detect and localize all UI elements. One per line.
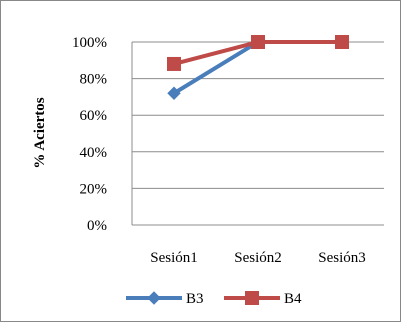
y-axis-title: % Aciertos <box>32 97 48 168</box>
y-tick-label: 20% <box>80 181 108 197</box>
legend-marker-b4 <box>245 291 259 305</box>
data-point-b4 <box>167 56 181 71</box>
y-tick-label: 60% <box>80 108 108 124</box>
y-tick-label: 80% <box>80 72 108 88</box>
y-tick-labels: 0% 20% 40% 60% 80% 100% <box>72 35 107 234</box>
legend: B3 B4 <box>126 291 302 307</box>
legend-label-b4: B4 <box>284 291 302 307</box>
data-point-b4 <box>251 35 265 49</box>
data-point-b4 <box>335 35 349 49</box>
y-tick-label: 40% <box>80 145 108 161</box>
series-line-b3 <box>172 40 344 96</box>
x-tick-labels: Sesión1 Sesión2 Sesión3 <box>150 250 366 266</box>
data-point-b3 <box>167 86 181 100</box>
x-tick-label: Sesión2 <box>234 250 282 266</box>
y-tick-label: 100% <box>72 35 107 51</box>
y-tick-label: 0% <box>87 218 107 234</box>
legend-marker-b3 <box>147 291 161 305</box>
series-group <box>167 35 349 100</box>
x-tick-label: Sesión3 <box>318 250 366 266</box>
x-tick-label: Sesión1 <box>150 250 198 266</box>
legend-label-b3: B3 <box>186 291 204 307</box>
